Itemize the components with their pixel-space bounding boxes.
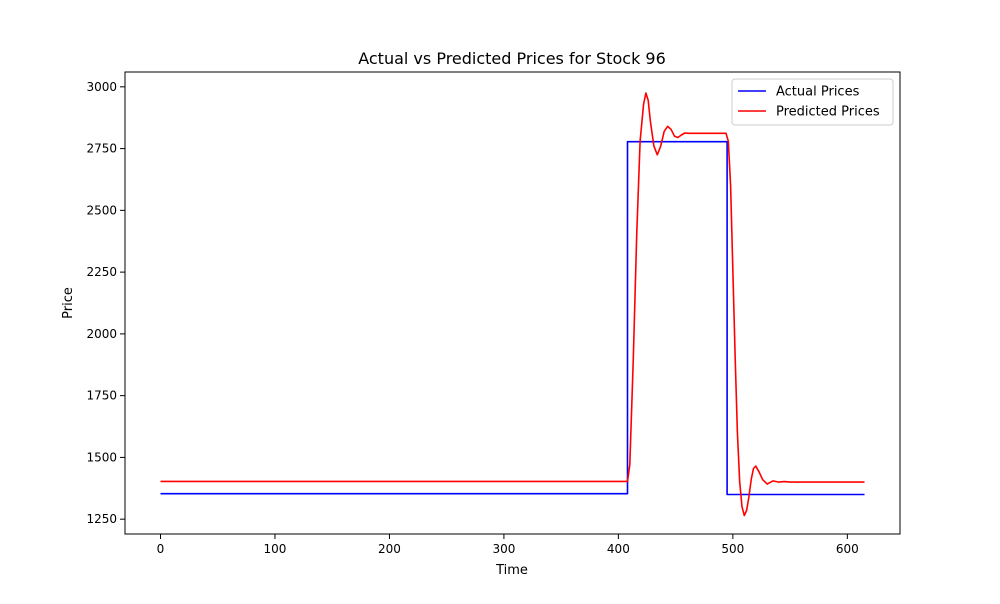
x-tick-label: 100	[264, 542, 287, 556]
y-axis-label: Price	[61, 287, 76, 319]
legend-label-predicted-prices: Predicted Prices	[776, 105, 880, 120]
y-tick-label: 1250	[86, 512, 117, 526]
axes-layer: 0 100 200 300 400 500 600 1250 1500 1750 2000 2250 2…	[86, 80, 858, 556]
chart-title: Actual vs Predicted Prices for Stock 96	[358, 49, 666, 68]
x-axis-label: Time	[495, 563, 528, 578]
legend-box	[731, 78, 894, 126]
series-layer	[160, 92, 865, 517]
x-tick-label: 0	[157, 542, 165, 556]
y-tick-label: 1750	[86, 389, 117, 403]
legend-label-actual-prices: Actual Prices	[776, 85, 860, 100]
legend: Actual Prices Predicted Prices	[731, 78, 894, 126]
x-tick-label: 300	[492, 542, 515, 556]
x-tick-label: 600	[836, 542, 859, 556]
x-tick-label: 500	[721, 542, 744, 556]
y-tick-label: 2500	[86, 203, 117, 217]
x-tick-label: 400	[607, 542, 630, 556]
y-tick-label: 3000	[86, 80, 117, 94]
y-tick-label: 2250	[86, 265, 117, 279]
y-tick-label: 1500	[86, 450, 117, 464]
y-tick-label: 2000	[86, 327, 117, 341]
plot-frame	[124, 71, 901, 535]
x-tick-label: 200	[378, 542, 401, 556]
y-tick-label: 2750	[86, 142, 117, 156]
series-line-predicted-prices	[160, 92, 865, 517]
